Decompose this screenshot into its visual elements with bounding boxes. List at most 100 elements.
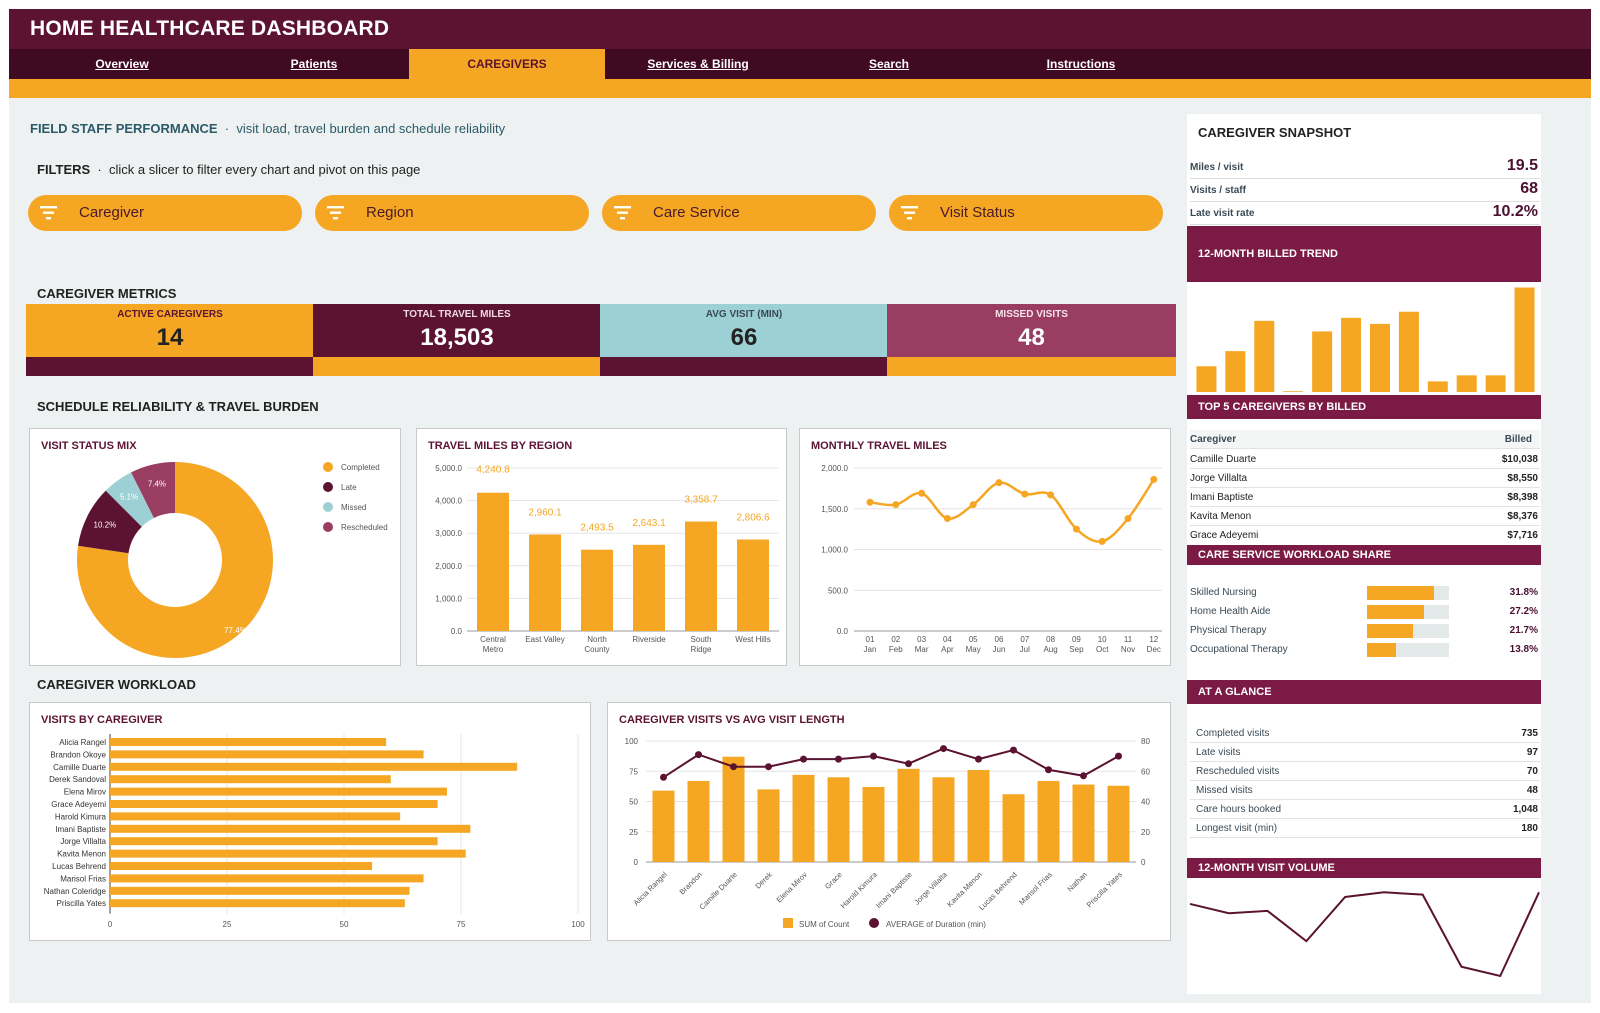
donut-slice — [78, 490, 142, 554]
caregiver-bar — [110, 762, 518, 771]
x-tick-label: North — [587, 635, 607, 644]
slicer-care-service[interactable]: Care Service — [602, 195, 876, 231]
region-bar — [477, 492, 509, 631]
filter-icon — [40, 206, 57, 220]
kpi-label: AVG VISIT (MIN) — [705, 309, 783, 320]
kpi-accent-bar — [887, 357, 1176, 376]
share-bar-track — [1367, 643, 1449, 657]
glance-row: Rescheduled visits 70 — [1190, 762, 1540, 781]
y-tick-label: Jorge Villalta — [60, 837, 106, 846]
y-tick-label: 3,000.0 — [435, 529, 462, 538]
kpi-label: ACTIVE CAREGIVERS — [117, 309, 223, 320]
snapshot-row: Late visit rate 10.2% — [1190, 202, 1540, 225]
y2-tick-label: 0 — [1141, 858, 1146, 867]
table-row: Grace Adeyemi $7,716 — [1190, 526, 1540, 545]
workload-row: Physical Therapy 21.7% — [1190, 622, 1540, 641]
slicer-region[interactable]: Region — [315, 195, 589, 231]
section-title-reliability: SCHEDULE RELIABILITY & TRAVEL BURDEN — [37, 399, 319, 414]
y-tick-label: 0 — [634, 858, 639, 867]
snapshot-label: Visits / staff — [1190, 185, 1246, 196]
trend-bar — [1456, 375, 1477, 392]
y-tick-label: 1,000.0 — [821, 546, 848, 555]
data-label: 2,806.6 — [736, 513, 770, 524]
snapshot-row: Miles / visit 19.5 — [1190, 156, 1540, 179]
kpi-label: MISSED VISITS — [995, 309, 1068, 320]
trend-bar — [1427, 381, 1448, 392]
caregiver-name: Imani Baptiste — [1190, 492, 1254, 503]
slicer-visit-status[interactable]: Visit Status — [889, 195, 1163, 231]
count-bar — [1072, 784, 1095, 862]
x-tick-label: Nathan — [1065, 870, 1088, 893]
line-point — [660, 773, 667, 781]
y-tick-label: 2,000.0 — [435, 562, 462, 571]
x-tick-label: 05 — [969, 635, 978, 644]
tab-patients[interactable]: Patients — [290, 57, 338, 71]
tab-search[interactable]: Search — [868, 57, 910, 71]
count-bar — [827, 777, 850, 862]
caregiver-bar — [110, 750, 424, 759]
donut-slice — [77, 462, 273, 658]
slice-label: 5.1% — [120, 492, 138, 501]
legend-swatch — [323, 502, 333, 512]
panel-title: CAREGIVER SNAPSHOT — [1198, 125, 1352, 140]
x-tick-label: Apr — [941, 645, 954, 654]
caregiver-bar — [110, 886, 410, 895]
line-point — [765, 763, 772, 771]
duration-line — [662, 747, 1119, 779]
billed-trend-header: 12-MONTH BILLED TREND — [1187, 226, 1541, 282]
tab-overview[interactable]: Overview — [95, 57, 149, 71]
glance-label: Longest visit (min) — [1196, 823, 1278, 834]
workload-row: Home Health Aide 27.2% — [1190, 603, 1540, 622]
caregiver-snapshot-panel: CAREGIVER SNAPSHOT Miles / visit 19.5 Vi… — [1187, 114, 1541, 994]
slicer-label: Caregiver — [79, 204, 145, 221]
share-value: 27.2% — [1509, 606, 1538, 617]
legend-label: Late — [341, 483, 357, 492]
table-row: Kavita Menon $8,376 — [1190, 507, 1540, 526]
legend-swatch — [323, 522, 333, 532]
line-point — [943, 515, 951, 523]
y-tick-label: Grace Adeyemi — [51, 800, 106, 809]
service-label: Skilled Nursing — [1190, 587, 1257, 598]
share-value: 21.7% — [1509, 625, 1538, 636]
line-point — [969, 501, 977, 509]
glance-value: 180 — [1521, 823, 1538, 834]
glance-label: Completed visits — [1196, 728, 1270, 739]
line-point — [918, 489, 926, 497]
y-tick-label: Derek Sandoval — [49, 775, 106, 784]
x-tick-label: Aug — [1043, 645, 1057, 654]
service-label: Home Health Aide — [1190, 606, 1271, 617]
horizontal-bar-chart: 0 25 50 75 100 Alicia Rangel Brandon Okoye Cami… — [44, 734, 585, 929]
x-tick-label: 02 — [891, 635, 900, 644]
slicer-caregiver[interactable]: Caregiver — [28, 195, 302, 231]
tab-services-billing[interactable]: Services & Billing — [647, 57, 749, 71]
top5-table-header: Caregiver Billed — [1190, 430, 1540, 449]
data-label: 3,358.7 — [684, 495, 718, 506]
kpi-value: 18,503 — [420, 324, 494, 351]
caregiver-name: Kavita Menon — [1190, 511, 1252, 522]
x-tick-label: Priscilla Yates — [1085, 870, 1124, 909]
region-bar — [737, 539, 769, 631]
share-bar-track — [1367, 586, 1449, 600]
count-bar — [932, 777, 955, 862]
visit-status-card: VISIT STATUS MIX 77.4% 10.2% 5.1% 7.4% Compl… — [29, 428, 401, 666]
y-tick-label: 100 — [625, 737, 639, 746]
billed-amount: $8,550 — [1507, 473, 1538, 484]
share-bar-track — [1367, 624, 1449, 638]
x-tick-label: Imani Baptiste — [874, 870, 914, 910]
trend-bar — [1196, 366, 1217, 392]
glance-row: Late visits 97 — [1190, 743, 1540, 762]
y2-tick-label: 20 — [1141, 828, 1150, 837]
x-tick-label: 100 — [571, 920, 585, 929]
legend-swatch — [783, 918, 793, 928]
y-tick-label: 4,000.0 — [435, 497, 462, 506]
kpi-accent-bar — [26, 357, 314, 376]
tab-instructions[interactable]: Instructions — [1046, 57, 1116, 71]
donut-chart: 77.4% 10.2% 5.1% 7.4% Completed Late Missed Res… — [77, 462, 388, 658]
x-tick-label: Derek — [753, 870, 774, 891]
share-bar-fill — [1367, 643, 1396, 657]
band-title: CARE SERVICE WORKLOAD SHARE — [1198, 549, 1391, 561]
caregiver-bar — [110, 787, 447, 796]
kpi-active-caregivers: ACTIVE CAREGIVERS 14 — [26, 304, 314, 376]
x-tick-label: 03 — [917, 635, 926, 644]
